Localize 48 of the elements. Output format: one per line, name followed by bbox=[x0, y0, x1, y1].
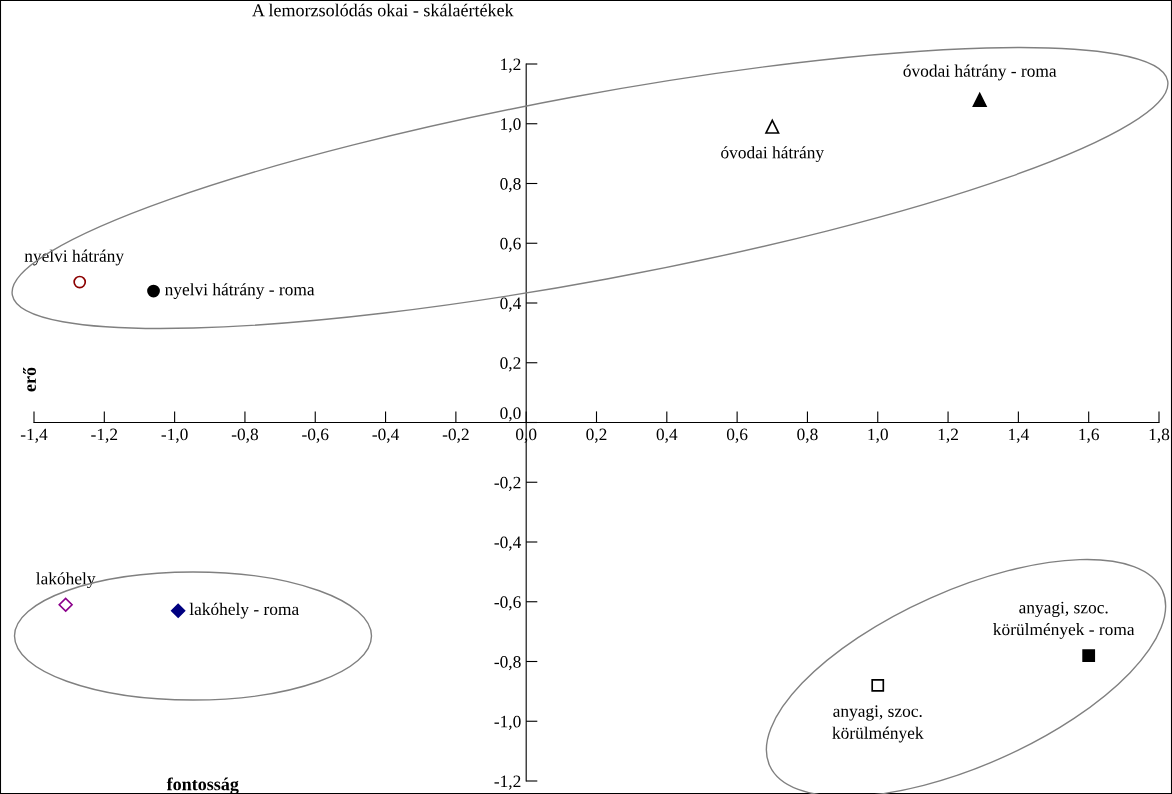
x-tick-label: 0,8 bbox=[797, 428, 818, 443]
y-tick-label: -0,6 bbox=[494, 596, 521, 611]
x-tick-label: -0,6 bbox=[302, 428, 329, 443]
x-tick-label: -0,4 bbox=[372, 428, 400, 443]
series-label: lakóhely - roma bbox=[189, 602, 299, 619]
x-tick-label: 0,6 bbox=[726, 428, 748, 443]
chart-title: A lemorzsolódás okai - skálaértékek bbox=[252, 3, 514, 17]
y-tick-label: 0,2 bbox=[500, 357, 521, 372]
x-tick-label: -1,4 bbox=[20, 428, 48, 443]
y-tick-label: 0,4 bbox=[500, 297, 522, 312]
y-tick-label: 1,2 bbox=[501, 58, 521, 73]
series-label: anyagi, szoc. körülmények bbox=[832, 705, 924, 743]
y-tick-label: -0,8 bbox=[494, 655, 521, 671]
point bbox=[972, 92, 987, 107]
x-axis-title: fontosság bbox=[166, 777, 239, 794]
point bbox=[765, 119, 780, 134]
x-tick-label: 0,4 bbox=[656, 428, 678, 443]
y-tick-label: -0,2 bbox=[494, 476, 521, 491]
point bbox=[73, 275, 87, 289]
y-tick-label: -1,0 bbox=[494, 715, 521, 730]
series-label: nyelvi hátrány - roma bbox=[165, 283, 315, 299]
y-tick-label: -0,4 bbox=[494, 536, 522, 551]
series-label: óvodai hátrány - roma bbox=[903, 64, 1057, 81]
y-tick-label: 1,0 bbox=[501, 118, 521, 133]
text: anyagi, szoc. körülmények - roma bbox=[993, 601, 1135, 639]
point bbox=[1082, 649, 1096, 662]
x-tick-label: 1,6 bbox=[1079, 428, 1100, 443]
point bbox=[147, 284, 160, 298]
series-label: lakóhely bbox=[36, 572, 96, 589]
series-label: óvodai hátrány bbox=[721, 146, 825, 162]
x-tick-label: -0,8 bbox=[231, 428, 259, 443]
x-tick-label: 1,4 bbox=[1009, 428, 1029, 443]
y-tick-label: 0,0 bbox=[500, 407, 521, 422]
point bbox=[170, 603, 186, 618]
x-tick-label: -1,2 bbox=[91, 428, 118, 443]
y-tick-label: 0,6 bbox=[500, 237, 521, 252]
series-label: nyelvi hátrány bbox=[24, 249, 124, 266]
y-axis-title: erő bbox=[23, 367, 36, 392]
x-tick-label: 1,0 bbox=[868, 428, 888, 443]
x-tick-label: -1,0 bbox=[161, 428, 188, 443]
point bbox=[871, 679, 885, 692]
point bbox=[58, 597, 73, 612]
x-tick-label: 1,2 bbox=[938, 428, 958, 443]
x-tick-label: 1,8 bbox=[1149, 428, 1170, 443]
y-tick-label: 0,8 bbox=[500, 177, 521, 193]
y-tick-label: -1,2 bbox=[494, 775, 521, 790]
x-tick-label: 0,2 bbox=[586, 428, 607, 443]
x-tick-label: -0,2 bbox=[442, 428, 469, 443]
